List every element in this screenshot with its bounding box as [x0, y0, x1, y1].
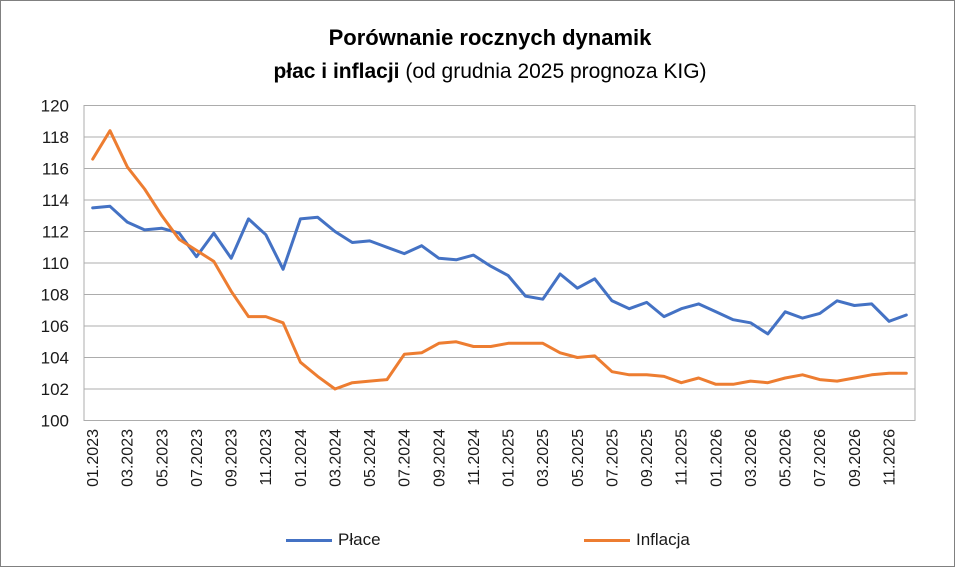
x-tick-label: 11.2025	[674, 429, 691, 486]
x-tick-label: 09.2023	[224, 429, 241, 487]
y-tick-label: 114	[42, 191, 69, 210]
x-tick-label: 07.2024	[397, 429, 414, 487]
x-tick-label: 05.2025	[570, 429, 587, 487]
x-tick-label: 07.2025	[604, 429, 621, 487]
series-line-inflacja	[91, 129, 908, 391]
legend-swatch-inflacja	[584, 538, 630, 542]
x-tick-label: 07.2026	[812, 429, 829, 487]
y-tick-label: 110	[42, 254, 69, 273]
y-tick-label: 106	[41, 317, 69, 336]
legend-swatch-place	[286, 538, 332, 542]
y-tick-label: 100	[41, 411, 69, 430]
y-tick-label: 104	[41, 348, 69, 367]
legend-label-inflacja: Inflacja	[636, 530, 690, 549]
legend-item-place: Płace	[286, 528, 381, 552]
plot-border	[83, 105, 916, 421]
x-tick-label: 01.2026	[708, 429, 725, 487]
x-tick-label: 09.2024	[431, 429, 448, 487]
x-tick-label: 01.2023	[85, 429, 102, 487]
y-tick-label: 102	[41, 380, 69, 399]
x-tick-label: 01.2024	[293, 429, 310, 487]
y-tick-label: 118	[42, 128, 69, 147]
y-tick-label: 108	[41, 285, 69, 304]
chart-title-line1: Porównanie rocznych dynamik	[328, 25, 652, 50]
x-tick-label: 11.2026	[881, 429, 898, 486]
x-tick-label: 01.2025	[501, 429, 518, 487]
x-tick-label: 09.2026	[847, 429, 864, 487]
x-tick-label: 03.2025	[535, 429, 552, 487]
x-tick-label: 05.2023	[154, 429, 171, 487]
x-tick-label: 03.2026	[743, 429, 760, 487]
chart-title: Porównanie rocznych dynamik płac i infla…	[31, 21, 949, 89]
y-tick-label: 116	[42, 159, 69, 178]
x-tick-label: 11.2024	[466, 429, 483, 486]
x-tick-label: 03.2023	[120, 429, 137, 487]
chart-legend: Płace Inflacja	[1, 528, 954, 552]
series-line-płace	[91, 204, 908, 336]
x-tick-label: 11.2023	[258, 429, 275, 486]
chart-title-line2-bold: płac i inflacji	[273, 60, 400, 83]
x-tick-label: 09.2025	[639, 429, 656, 487]
x-tick-label: 05.2024	[362, 429, 379, 487]
legend-item-inflacja: Inflacja	[584, 528, 690, 552]
x-tick-label: 07.2023	[189, 429, 206, 487]
y-tick-label: 120	[41, 96, 69, 115]
x-tick-label: 03.2024	[327, 429, 344, 487]
legend-label-place: Płace	[338, 530, 381, 549]
x-tick-label: 05.2026	[778, 429, 795, 487]
chart-title-line2-note: (od grudnia 2025 prognoza KIG)	[399, 60, 707, 83]
chart-title-line2: płac i inflacji (od grudnia 2025 prognoz…	[31, 55, 949, 89]
y-tick-label: 112	[42, 222, 69, 241]
